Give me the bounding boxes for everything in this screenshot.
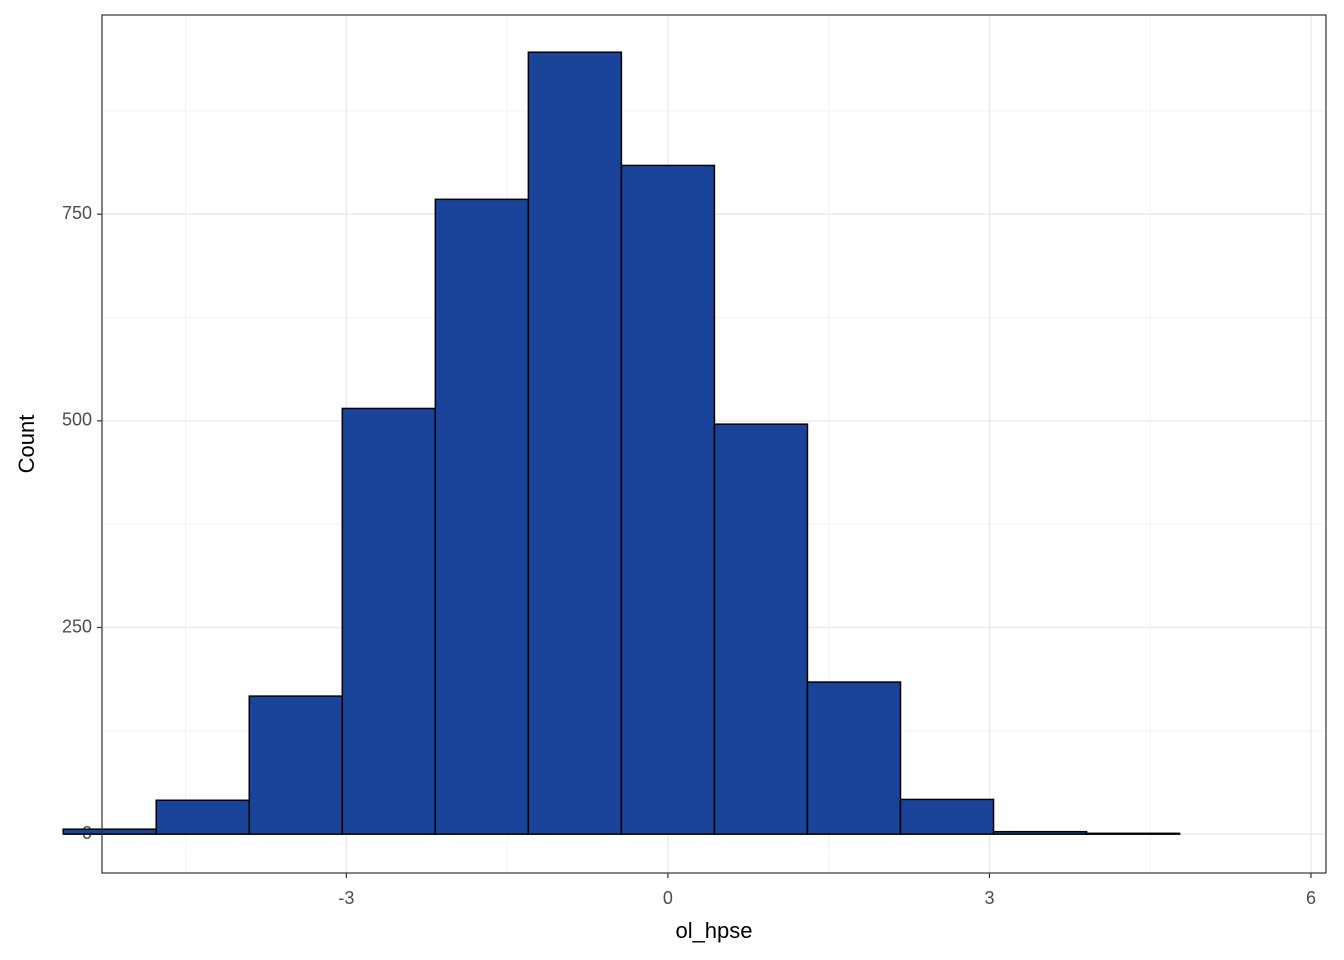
bar (899, 798, 995, 835)
x-axis-title: ol_hpse (675, 918, 752, 943)
y-axis-title: Count (14, 415, 39, 474)
y-tick-label: 500 (62, 410, 92, 430)
bar (992, 830, 1088, 835)
bar (527, 51, 623, 835)
bar (62, 828, 157, 835)
y-tick-label: 250 (62, 616, 92, 636)
bar (713, 423, 809, 835)
bar (1085, 832, 1181, 835)
bar (341, 407, 437, 835)
bar (806, 681, 902, 835)
bar (155, 799, 251, 835)
panel-border (101, 14, 1327, 874)
y-tick-label: 750 (62, 203, 92, 223)
x-tick-label: 3 (984, 888, 994, 908)
x-tick-label: -3 (338, 888, 354, 908)
x-tick-label: 6 (1306, 888, 1316, 908)
x-tick-label: 0 (663, 888, 673, 908)
bar (248, 695, 344, 835)
bar (620, 164, 716, 835)
bar (434, 198, 530, 835)
